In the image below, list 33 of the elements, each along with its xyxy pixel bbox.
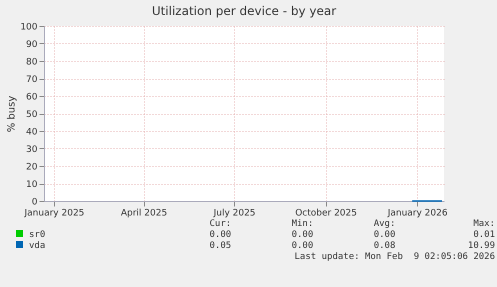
y-tick-label: 10 (26, 180, 38, 190)
y-tick-label: 70 (26, 75, 38, 85)
text: 0.05 (208, 241, 232, 252)
text: 0.01 (472, 230, 496, 241)
chart-title: Utilization per device - by year (152, 4, 336, 18)
text: 0.00 (208, 230, 232, 241)
text: 10.99 (466, 241, 496, 252)
legend-label: vda (28, 241, 46, 252)
text: Last update: Mon Feb 9 02:05:06 2026 (294, 252, 496, 263)
y-tick-label: 100 (20, 22, 38, 32)
y-tick-label: 0 (32, 198, 38, 208)
text: 0.08 (372, 241, 396, 252)
x-tick-label: April 2025 (120, 208, 168, 218)
legend-label: sr0 (28, 230, 46, 241)
y-tick-label: 90 (26, 40, 38, 50)
x-tick-label: October 2025 (295, 208, 357, 218)
y-tick-label: 20 (26, 162, 38, 172)
y-tick-label: 60 (26, 92, 38, 102)
y-tick-label: 30 (26, 145, 38, 155)
text: 0.00 (372, 230, 396, 241)
x-tick-label: January 2026 (386, 208, 448, 218)
text: 0.00 (290, 230, 314, 241)
text: Avg: (372, 219, 396, 230)
y-tick-label: 50 (26, 110, 38, 120)
x-tick-label: January 2025 (24, 208, 84, 218)
text: Cur: (208, 219, 232, 230)
y-tick-label: 40 (26, 128, 38, 138)
x-tick-label: July 2025 (212, 208, 256, 218)
text: Max: (472, 219, 496, 230)
y-tick-label: 80 (26, 58, 38, 68)
y-axis-title: % busy (6, 96, 18, 132)
text: Min: (290, 219, 314, 230)
text: 0.00 (290, 241, 314, 252)
